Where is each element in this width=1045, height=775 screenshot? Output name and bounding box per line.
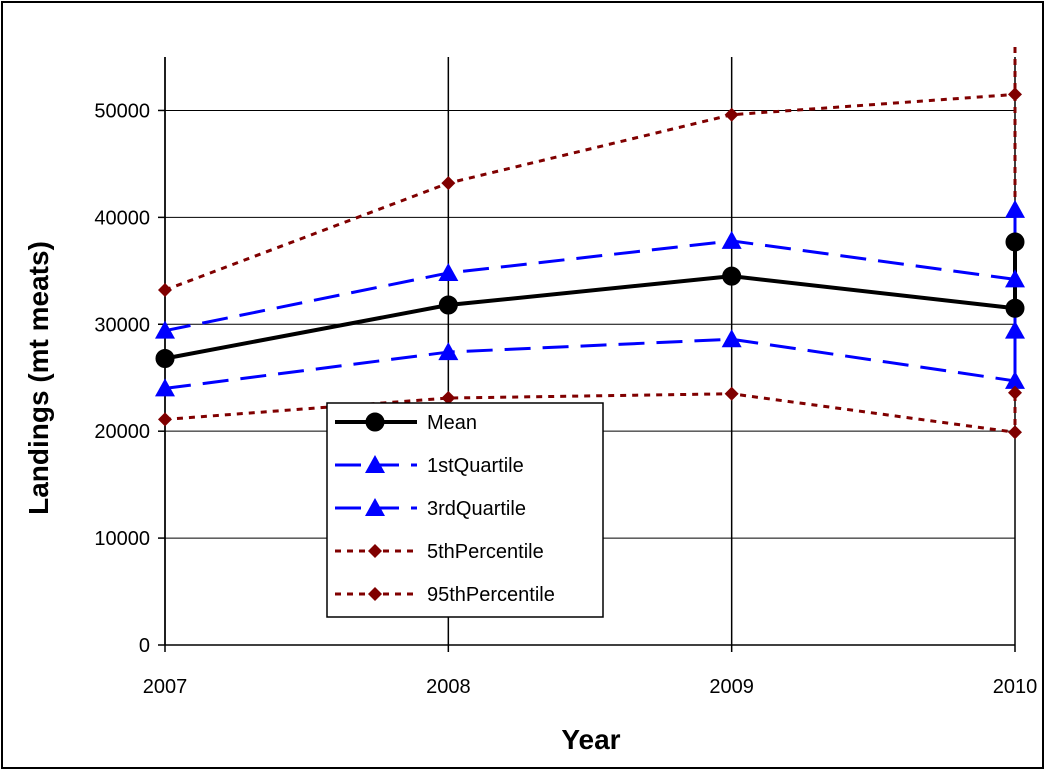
series-line-4	[164, 92, 1016, 292]
series-line-3	[164, 392, 1016, 434]
series-point-1	[721, 329, 742, 348]
x-axis-title: Year	[561, 724, 620, 755]
axes: 0 10000 20000 30000 40000 50000 2007 2008 2009 20…	[94, 57, 1037, 698]
y-tick-label: 30000	[94, 314, 150, 336]
end-marker-0	[1005, 232, 1025, 252]
series-point-1	[155, 378, 175, 397]
legend-marker	[368, 544, 382, 558]
series-point-3	[1008, 425, 1022, 440]
y-tick-label: 50000	[94, 100, 150, 122]
x-tick-label: 2007	[143, 676, 188, 698]
legend-label: 5thPercentile	[427, 541, 544, 563]
series-point-3	[724, 386, 739, 401]
series-line-0	[164, 274, 1016, 361]
series-point-4	[724, 107, 739, 122]
series-point-2	[721, 230, 742, 249]
legend-label: Mean	[427, 412, 477, 434]
legend-label: 95thPercentile	[427, 584, 555, 606]
x-tick-label: 2009	[709, 676, 754, 698]
series-point-2	[438, 262, 459, 281]
x-tick-label: 2010	[993, 676, 1038, 698]
y-axis-title: Landings (mt meats)	[23, 241, 54, 515]
series-point-2	[1005, 269, 1025, 288]
series-point-4	[1008, 87, 1022, 102]
series-line-1	[164, 337, 1016, 390]
legend-marker	[365, 455, 385, 473]
series-point-1	[1005, 370, 1025, 389]
series-point-4	[158, 283, 172, 298]
series-point-3	[158, 412, 172, 427]
y-tick-label: 0	[139, 635, 150, 657]
end-marker-3	[1008, 385, 1022, 400]
series-point-0	[722, 266, 742, 286]
y-tick-label: 20000	[94, 421, 150, 443]
legend-label: 3rdQuartile	[427, 498, 526, 520]
y-tick-label: 10000	[94, 528, 150, 550]
end-marker-1	[1005, 199, 1025, 218]
series-point-0	[155, 348, 175, 368]
gridlines	[165, 109, 1015, 539]
series-line-2	[164, 239, 1016, 333]
y-tick-label: 40000	[94, 207, 150, 229]
series-point-1	[438, 342, 459, 361]
legend-marker	[368, 587, 382, 601]
series-point-2	[155, 320, 175, 339]
legend: Mean 1stQuartile 3rdQuartile 5thPercentile 9…	[326, 402, 604, 618]
legend-label: 1stQuartile	[427, 455, 524, 477]
series-point-0	[1005, 298, 1025, 318]
series-point-0	[438, 295, 458, 315]
legend-marker	[365, 498, 385, 516]
series-point-4	[441, 176, 456, 191]
end-marker-2	[1005, 320, 1025, 339]
series-point-3	[441, 391, 456, 406]
series-group	[155, 47, 1025, 440]
legend-marker	[365, 412, 385, 432]
x-tick-label: 2008	[426, 676, 471, 698]
